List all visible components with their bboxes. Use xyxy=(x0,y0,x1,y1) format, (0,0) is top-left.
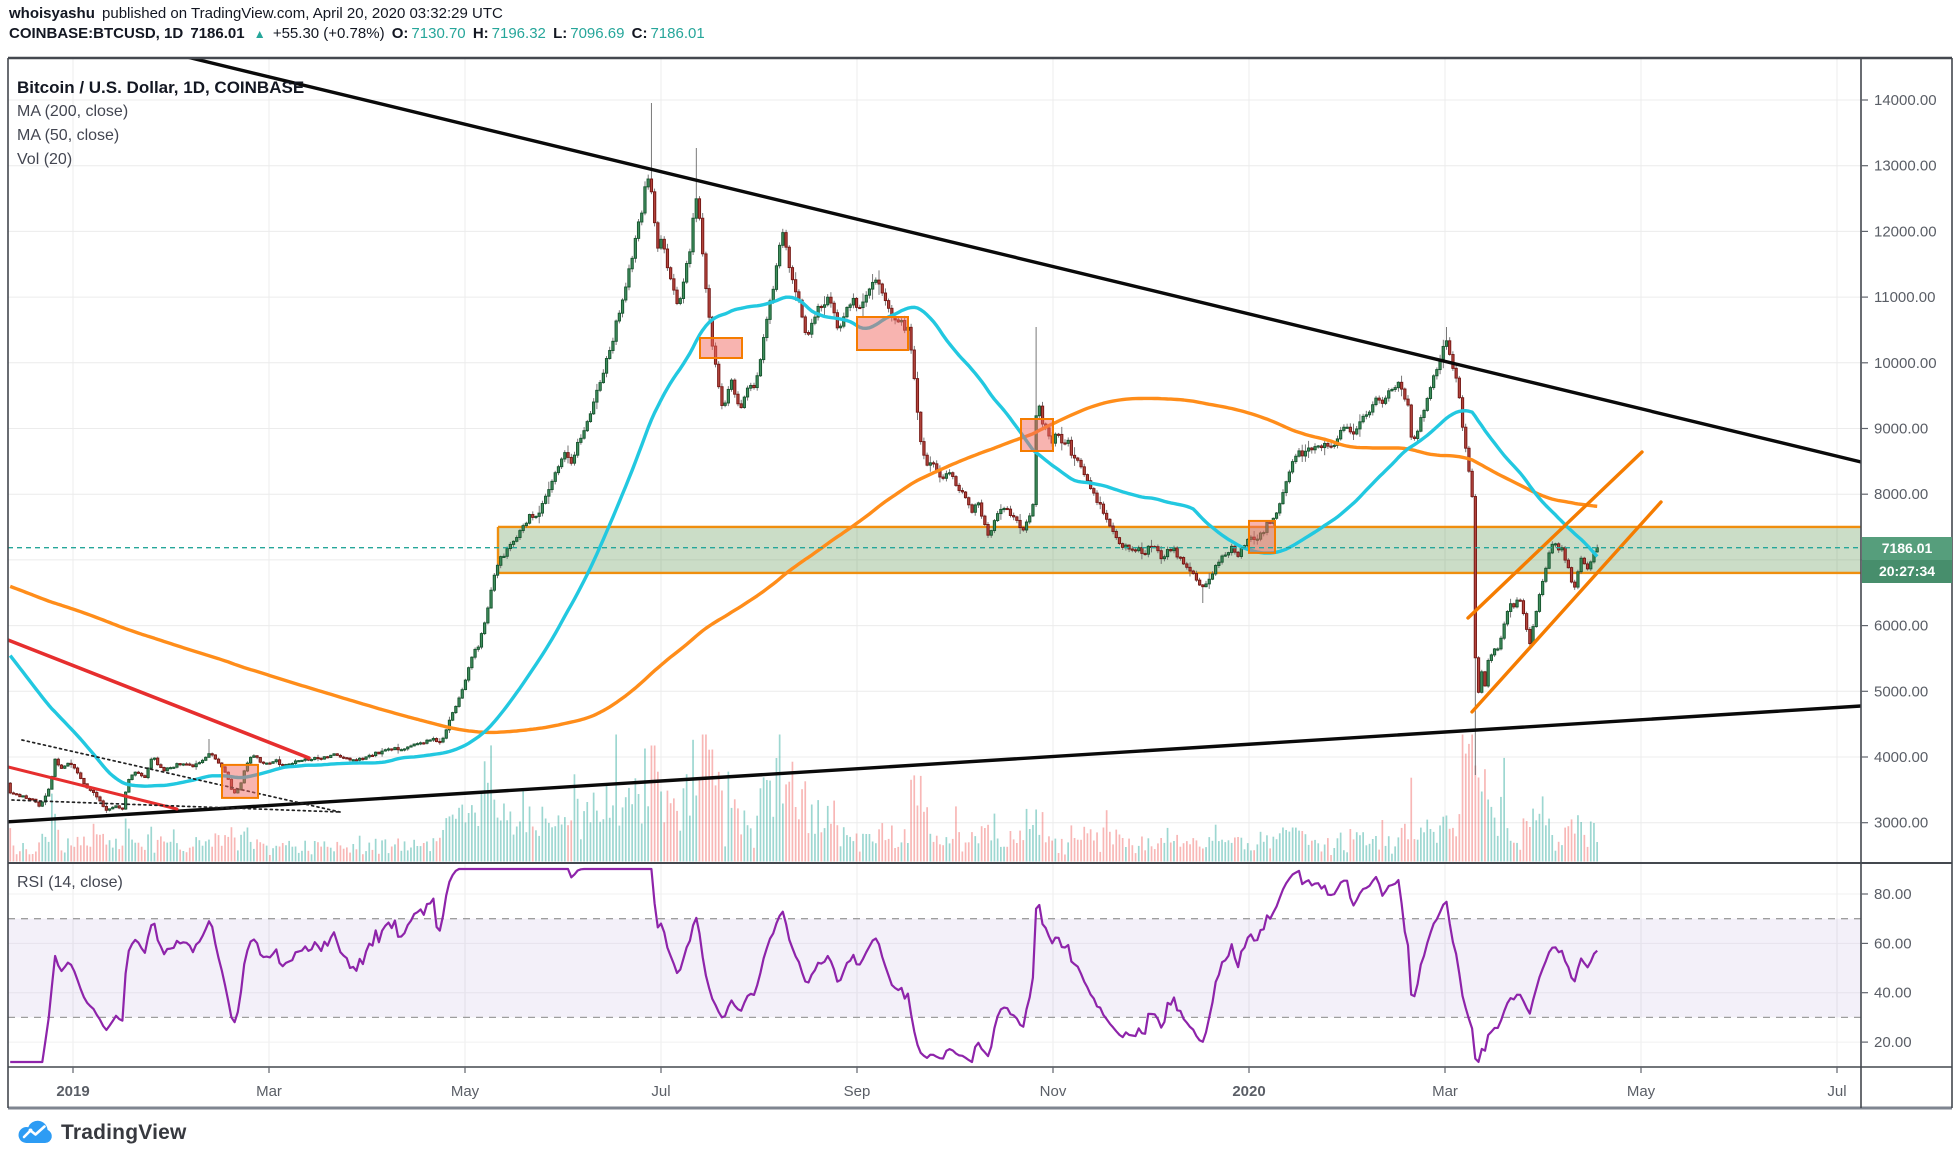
symbol-name: COINBASE:BTCUSD, 1D xyxy=(9,25,184,42)
price-scale[interactable] xyxy=(1861,58,1952,1108)
high-label: H: xyxy=(472,25,489,42)
brand-name: TradingView xyxy=(61,1121,187,1144)
tradingview-logo-icon xyxy=(18,1120,52,1144)
chart-title[interactable]: Bitcoin / U.S. Dollar, 1D, COINBASE xyxy=(17,78,305,97)
svg-text:4000.00: 4000.00 xyxy=(1874,749,1928,766)
svg-text:Jul: Jul xyxy=(1827,1083,1846,1100)
publish-header: whoisyashu published on TradingView.com,… xyxy=(9,5,506,22)
current-price-tag[interactable]: 7186.01 xyxy=(1862,537,1952,560)
svg-text:11000.00: 11000.00 xyxy=(1874,289,1935,306)
svg-text:6000.00: 6000.00 xyxy=(1874,618,1928,635)
symbol-ohlc-bar: COINBASE:BTCUSD, 1D 7186.01 ▲ +55.30 (+0… xyxy=(9,25,708,42)
svg-text:May: May xyxy=(1627,1083,1656,1100)
open-value: 7130.70 xyxy=(411,25,466,42)
time-scale[interactable] xyxy=(8,1067,1861,1108)
svg-text:13000.00: 13000.00 xyxy=(1874,158,1937,175)
svg-text:10000.00: 10000.00 xyxy=(1874,355,1937,372)
svg-text:5000.00: 5000.00 xyxy=(1874,683,1928,700)
svg-text:40.00: 40.00 xyxy=(1874,985,1912,1002)
bar-countdown-tag: 20:27:34 xyxy=(1862,560,1952,583)
close-label: C: xyxy=(631,25,648,42)
svg-text:9000.00: 9000.00 xyxy=(1874,421,1928,438)
svg-text:2020: 2020 xyxy=(1232,1083,1265,1100)
svg-text:8000.00: 8000.00 xyxy=(1874,486,1928,503)
legend-ma50[interactable]: MA (50, close) xyxy=(17,127,120,144)
username: whoisyashu xyxy=(9,5,95,22)
svg-text:80.00: 80.00 xyxy=(1874,886,1912,903)
indicator-legend: Bitcoin / U.S. Dollar, 1D, COINBASE MA (… xyxy=(17,76,304,172)
svg-text:12000.00: 12000.00 xyxy=(1874,223,1937,240)
svg-text:Nov: Nov xyxy=(1040,1083,1067,1100)
last-price: 7186.01 xyxy=(190,25,245,42)
svg-text:60.00: 60.00 xyxy=(1874,935,1912,952)
svg-text:20.00: 20.00 xyxy=(1874,1034,1912,1051)
up-arrow-icon: ▲ xyxy=(253,27,266,41)
high-value: 7196.32 xyxy=(491,25,546,42)
publish-info: published on TradingView.com, April 20, … xyxy=(102,5,503,22)
low-value: 7096.69 xyxy=(570,25,625,42)
svg-text:2019: 2019 xyxy=(56,1083,89,1100)
open-label: O: xyxy=(391,25,409,42)
svg-text:Mar: Mar xyxy=(1432,1083,1458,1100)
legend-ma200[interactable]: MA (200, close) xyxy=(17,103,129,120)
close-value: 7186.01 xyxy=(650,25,705,42)
svg-text:May: May xyxy=(451,1083,480,1100)
svg-text:14000.00: 14000.00 xyxy=(1874,92,1937,109)
svg-text:Jul: Jul xyxy=(651,1083,670,1100)
price-change: +55.30 (+0.78%) xyxy=(272,25,385,42)
svg-text:Sep: Sep xyxy=(844,1083,871,1100)
legend-rsi[interactable]: RSI (14, close) xyxy=(17,874,123,891)
tradingview-footer[interactable]: TradingView xyxy=(16,1118,187,1148)
svg-text:3000.00: 3000.00 xyxy=(1874,815,1928,832)
svg-text:Mar: Mar xyxy=(256,1083,282,1100)
low-label: L: xyxy=(553,25,568,42)
legend-vol[interactable]: Vol (20) xyxy=(17,151,73,168)
